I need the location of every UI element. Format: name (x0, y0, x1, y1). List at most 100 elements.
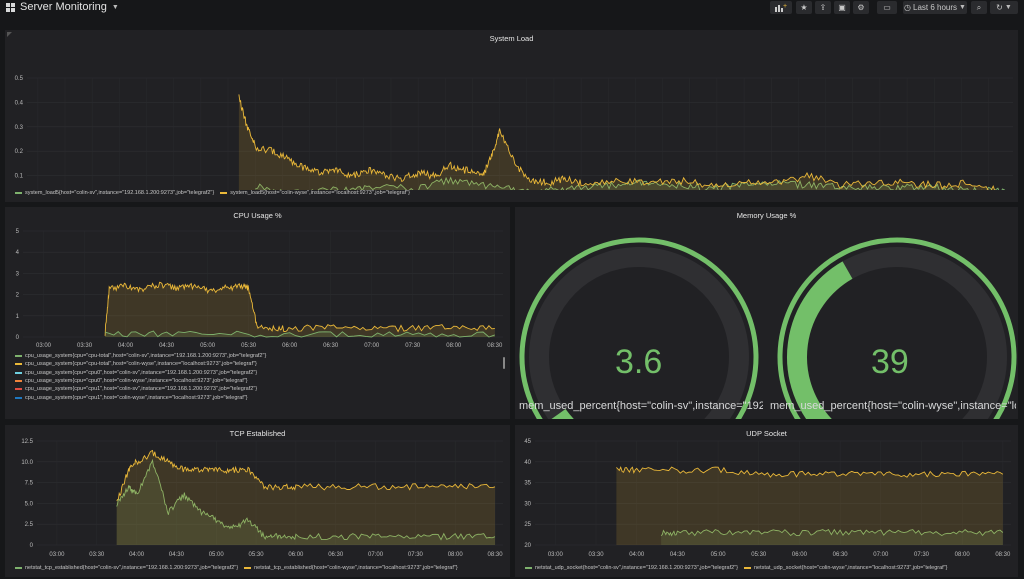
legend-label: cpu_usage_system{cpu="cpu0",host="colin-… (25, 378, 248, 385)
settings-button[interactable]: ⚙ (853, 1, 869, 14)
legend-item[interactable]: cpu_usage_system{cpu="cpu0",host="colin-… (15, 369, 266, 377)
x-tick-label: 07:30 (405, 343, 421, 349)
legend-swatch (220, 192, 228, 195)
x-tick-label: 07:00 (364, 343, 380, 349)
gauge-track (529, 247, 749, 419)
y-tick-label: 12.5 (21, 439, 33, 445)
series-line (660, 528, 1004, 537)
legend-swatch (15, 380, 22, 383)
zoom-out-button[interactable]: ⌕ (971, 1, 987, 14)
y-tick-label: 0 (16, 335, 20, 341)
x-tick-label: 06:00 (282, 343, 298, 349)
udp-socket-panel[interactable]: UDP Socket 20 25 30 35 40 45 03:00 03:30 04:00 04… (515, 425, 1018, 577)
tv-mode-button[interactable]: ▭ (877, 1, 897, 14)
gauge-value: 39 (871, 343, 909, 381)
legend-item[interactable]: cpu_usage_system{cpu="cpu1",host="colin-… (15, 385, 266, 393)
y-tick-label: 4 (16, 250, 20, 256)
time-range-picker[interactable]: ◷ Last 6 hours ▼ (903, 1, 967, 14)
legend-label: netstat_tcp_established{host="colin-sv",… (25, 565, 239, 572)
legend-scrollbar[interactable] (503, 357, 505, 369)
gauge-label: mem_used_percent{host="colin-sv",instanc… (519, 400, 763, 412)
legend-swatch (244, 567, 252, 570)
y-tick-label: 0.1 (15, 174, 24, 180)
y-tick-label: 0.3 (15, 125, 24, 131)
save-icon: ▣ (838, 3, 846, 12)
legend-item[interactable]: netstat_udp_socket{host="colin-sv",insta… (525, 564, 738, 572)
x-tick-label: 06:00 (792, 552, 808, 558)
tcp-established-panel[interactable]: TCP Established 0 2.5 5.0 7.5 10.0 12.5 03:00 0… (5, 425, 510, 577)
x-tick-label: 06:30 (833, 552, 849, 558)
x-tick-label: 08:30 (995, 552, 1011, 558)
dashboard-title: Server Monitoring (20, 1, 107, 13)
y-tick-label: 0.4 (15, 100, 24, 106)
memory-gauges (519, 237, 1017, 419)
system-load-panel[interactable]: System Load 00.10.20.30.40.502:4002:5003… (5, 30, 1018, 202)
panel-title[interactable]: CPU Usage % (233, 211, 282, 220)
y-tick-label: 0 (30, 543, 34, 549)
gauge-value-arc (787, 261, 853, 419)
series-line (616, 465, 1004, 478)
y-tick-label: 25 (524, 522, 531, 528)
y-tick-label: 30 (524, 501, 531, 507)
gauge-threshold-arc (777, 237, 1017, 419)
time-range-label: Last 6 hours (913, 3, 958, 12)
legend-item[interactable]: cpu_usage_system{cpu="cpu-total",host="c… (15, 352, 266, 360)
cpu-usage-chart[interactable]: 0 1 2 3 4 5 03:00 03:30 04:00 04:30 05:00 05:30 06:0… (5, 207, 510, 349)
tcp-established-chart[interactable]: 0 2.5 5.0 7.5 10.0 12.5 03:00 03:30 04:00 04:30 05… (5, 425, 510, 565)
series-area (116, 450, 496, 545)
panel-title[interactable]: Memory Usage % (736, 211, 797, 220)
x-tick-label: 03:00 (548, 552, 564, 558)
x-tick-label: 04:00 (118, 343, 134, 349)
legend-label: netstat_udp_socket{host="colin-sv",insta… (535, 565, 738, 572)
legend-item[interactable]: system_load5{host="colin-wyse",instance=… (220, 189, 410, 197)
legend-label: system_load5{host="colin-sv",instance="1… (25, 190, 215, 197)
legend-swatch (15, 363, 22, 366)
x-tick-label: 05:00 (209, 552, 225, 558)
x-tick-label: 03:30 (77, 343, 93, 349)
refresh-button[interactable]: ↻ ▼ (990, 1, 1018, 14)
series-line (104, 330, 495, 338)
save-button[interactable]: ▣ (834, 1, 850, 14)
legend-item[interactable]: system_load5{host="colin-sv",instance="1… (15, 189, 214, 197)
legend-item[interactable]: cpu_usage_system{cpu="cpu0",host="colin-… (15, 377, 266, 385)
y-tick-label: 5 (16, 229, 20, 235)
series-area (105, 282, 495, 337)
system-load-chart[interactable]: 00.10.20.30.40.502:4002:5003:0003:1003:2… (5, 30, 1018, 190)
series-area (105, 331, 495, 337)
legend-label: cpu_usage_system{cpu="cpu-total",host="c… (25, 353, 267, 360)
x-tick-label: 03:30 (89, 552, 105, 558)
legend-item[interactable]: cpu_usage_system{cpu="cpu-total",host="c… (15, 360, 266, 368)
gauge-label: mem_used_percent{host="colin-wyse",insta… (770, 400, 1016, 412)
legend-item[interactable]: netstat_tcp_established{host="colin-wyse… (244, 564, 458, 572)
panel-title[interactable]: TCP Established (229, 429, 286, 438)
legend-item[interactable]: cpu_usage_system{cpu="cpu1",host="colin-… (15, 393, 266, 401)
x-tick-label: 08:00 (448, 552, 464, 558)
udp-socket-chart[interactable]: 20 25 30 35 40 45 03:00 03:30 04:00 04:30 05:00 05:… (515, 425, 1018, 565)
dashboard-picker[interactable]: Server Monitoring ▼ (6, 1, 119, 13)
legend-label: netstat_udp_socket{host="colin-wyse",ins… (753, 565, 948, 572)
legend-label: netstat_tcp_established{host="colin-wyse… (254, 565, 458, 572)
legend-label: system_load5{host="colin-wyse",instance=… (230, 190, 410, 197)
share-button[interactable]: ⇪ (815, 1, 831, 14)
x-tick-label: 05:00 (200, 343, 216, 349)
panel-corner-icon (7, 32, 12, 37)
panel-title[interactable]: System Load (489, 34, 534, 43)
y-tick-label: 40 (524, 460, 531, 466)
y-tick-label: 10.0 (21, 460, 33, 466)
cpu-usage-panel[interactable]: CPU Usage % 0 1 2 3 4 5 03:00 03:30 04:00 04:30 05… (5, 207, 510, 419)
x-tick-label: 08:30 (487, 343, 503, 349)
legend: cpu_usage_system{cpu="cpu-total",host="c… (15, 352, 266, 402)
legend-item[interactable]: netstat_udp_socket{host="colin-wyse",ins… (743, 564, 948, 572)
series-line (116, 449, 496, 501)
legend-swatch (15, 388, 22, 391)
star-button[interactable]: ★ (796, 1, 812, 14)
legend-item[interactable]: netstat_tcp_established{host="colin-sv",… (15, 564, 238, 572)
series-line (116, 458, 496, 541)
legend-swatch (15, 355, 22, 358)
add-panel-button[interactable]: + (770, 1, 792, 14)
y-tick-label: 35 (524, 481, 531, 487)
x-tick-label: 04:00 (629, 552, 645, 558)
memory-usage-panel[interactable]: Memory Usage % 3.6 39 mem_used_percent{h… (515, 207, 1018, 419)
panel-title[interactable]: UDP Socket (746, 429, 787, 438)
gauge-value: 3.6 (615, 343, 663, 381)
